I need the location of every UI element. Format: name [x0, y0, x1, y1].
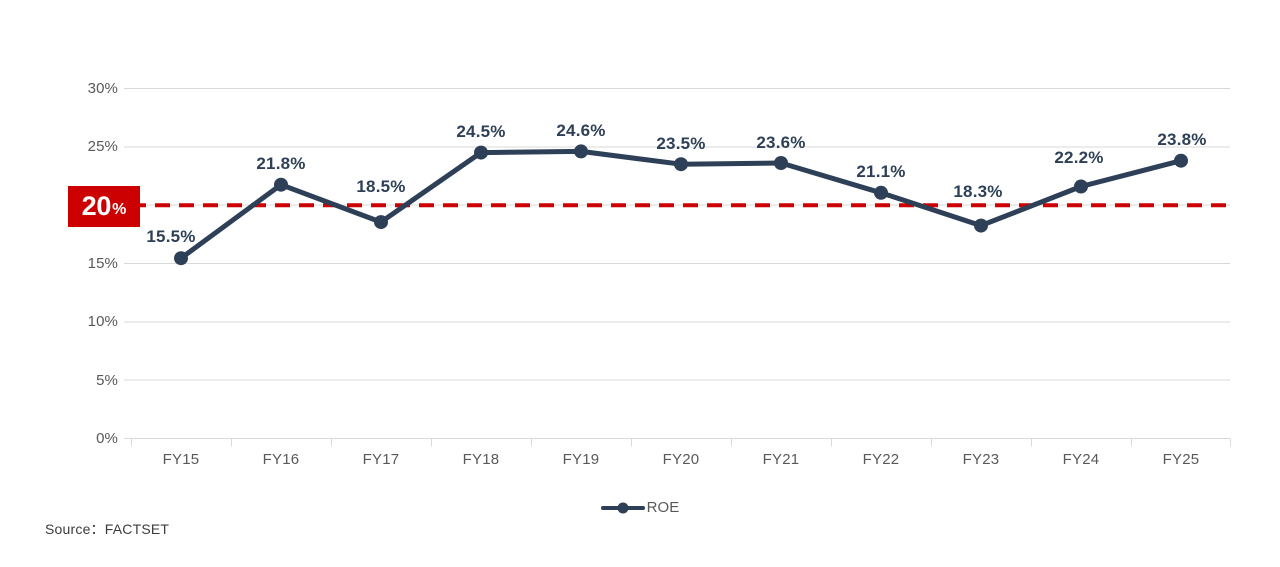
- data-point-fy18: [474, 145, 488, 160]
- data-label-fy23: 18.3%: [953, 182, 1003, 201]
- data-point-fy16: [274, 177, 288, 192]
- data-label-fy20: 23.5%: [656, 134, 706, 153]
- x-axis-tick-fy20: FY20: [662, 451, 700, 468]
- x-axis-tick-fy19: FY19: [562, 451, 600, 468]
- data-point-fy24: [1074, 179, 1088, 194]
- data-point-fy20: [674, 157, 688, 172]
- x-axis-ticks: [131, 438, 1231, 447]
- source-note: Source：FACTSET: [45, 521, 170, 537]
- data-label-fy17: 18.5%: [356, 177, 406, 196]
- data-label-fy15: 15.5%: [146, 227, 196, 246]
- data-point-fy17: [374, 215, 388, 230]
- legend-item-roe[interactable]: ROE: [600, 499, 680, 516]
- x-axis-tick-fy21: FY21: [762, 451, 800, 468]
- y-axis-tick-0: 0%: [96, 430, 118, 447]
- chart-legend: ROE: [0, 500, 1280, 515]
- data-point-fy23: [974, 218, 988, 233]
- legend-line-marker-icon: [600, 501, 645, 515]
- x-axis-tick-fy24: FY24: [1062, 451, 1100, 468]
- x-axis-label-group: FY15 FY16 FY17 FY18 FY19 FY20 FY21 FY22 …: [131, 452, 1231, 476]
- x-axis-tick-fy22: FY22: [862, 451, 900, 468]
- data-point-fy15: [174, 251, 188, 266]
- x-axis-tick-fy17: FY17: [362, 451, 400, 468]
- y-axis-tick-25: 25%: [87, 138, 118, 155]
- y-axis-tick-15: 15%: [87, 255, 118, 272]
- data-label-fy24: 22.2%: [1054, 148, 1104, 167]
- y-axis-tick-5: 5%: [96, 372, 118, 389]
- y-axis-ticks: [124, 88, 131, 439]
- threshold-badge-unit: %: [112, 200, 127, 218]
- y-gridlines: [131, 88, 1230, 381]
- series-markers-roe: [174, 144, 1188, 266]
- y-axis-label-group: 30% 25% 15% 10% 5% 0%: [40, 0, 118, 567]
- y-axis-tick-30: 30%: [87, 80, 118, 97]
- x-axis-tick-fy18: FY18: [462, 451, 500, 468]
- data-label-fy16: 21.8%: [256, 154, 306, 173]
- threshold-badge-20pct: 20 %: [68, 186, 140, 227]
- legend-label-roe: ROE: [646, 499, 680, 516]
- x-axis-tick-fy15: FY15: [162, 451, 200, 468]
- data-point-fy19: [574, 144, 588, 159]
- y-axis-tick-10: 10%: [87, 313, 118, 330]
- data-label-fy18: 24.5%: [456, 122, 506, 141]
- data-point-fy21: [774, 156, 788, 170]
- data-label-fy21: 23.6%: [756, 133, 806, 152]
- threshold-badge-value: 20: [81, 191, 112, 221]
- x-axis-tick-fy25: FY25: [1162, 451, 1200, 468]
- x-axis-tick-fy16: FY16: [262, 451, 300, 468]
- data-point-fy22: [874, 185, 888, 200]
- x-axis-tick-fy23: FY23: [962, 451, 1000, 468]
- data-label-fy22: 21.1%: [856, 162, 906, 181]
- data-label-fy25: 23.8%: [1157, 130, 1207, 149]
- data-label-fy19: 24.6%: [556, 121, 606, 140]
- data-point-fy25: [1174, 153, 1188, 168]
